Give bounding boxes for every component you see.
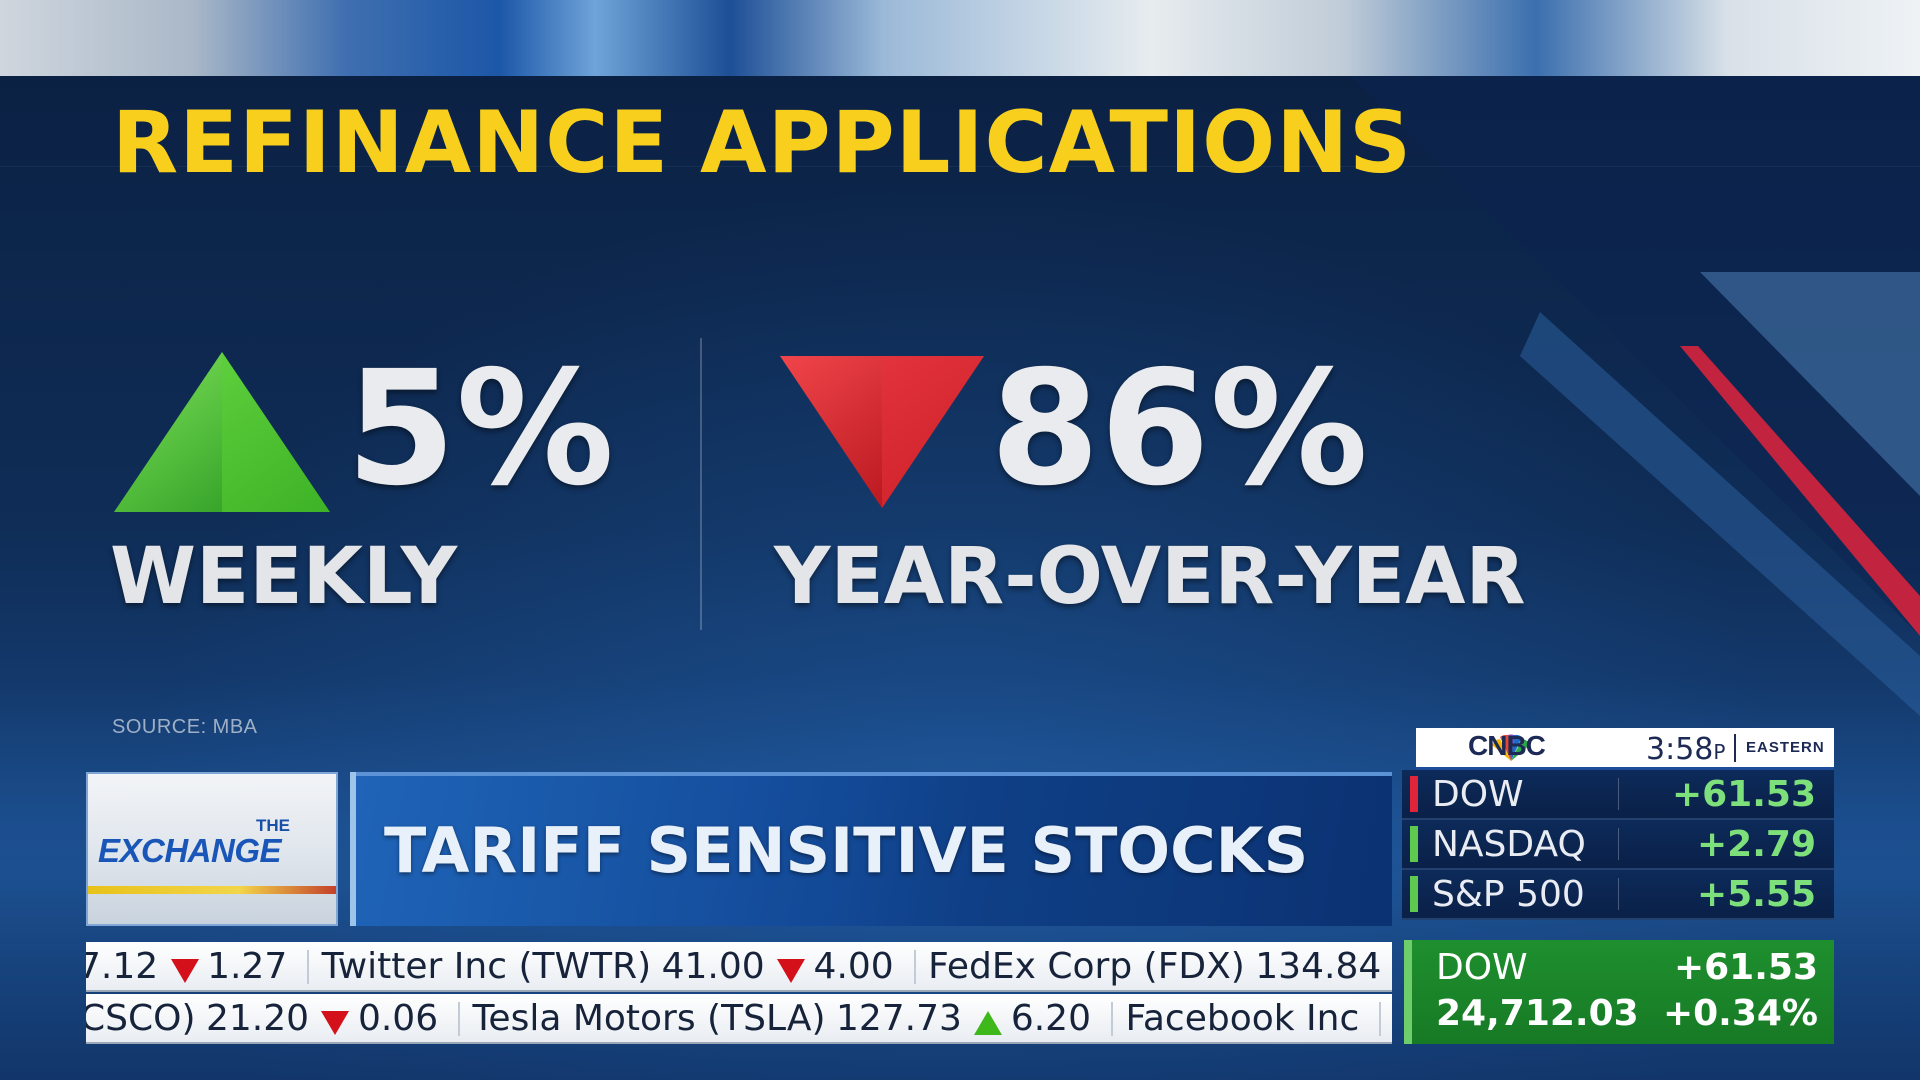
banner-headline: TARIFF SENSITIVE STOCKS <box>384 814 1309 887</box>
down-arrow-icon <box>780 356 984 508</box>
down-arrow-icon <box>321 1010 350 1035</box>
ticker-price: 127.73 <box>835 998 962 1039</box>
dow-summary-name: DOW <box>1436 947 1528 988</box>
ticker-price: 21.20 <box>205 998 310 1039</box>
ticker-change: 0.06 <box>357 998 439 1039</box>
index-marker <box>1410 876 1418 912</box>
show-logo-stripe <box>88 886 336 894</box>
yoy-label: YEAR-OVER-YEAR <box>774 532 1526 622</box>
peacock-icon <box>1492 734 1530 761</box>
studio-background <box>0 0 1920 80</box>
ticker-price: 134.84 <box>1255 946 1382 987</box>
index-marker <box>1410 826 1418 862</box>
ticker-name: FedEx Corp (FDX) <box>928 946 1245 987</box>
ticker-change: 1.27 <box>207 946 288 987</box>
ticker-name: Twitter Inc (TWTR) <box>321 946 652 987</box>
dow-summary-level: 24,712.03 <box>1436 993 1639 1034</box>
clock-timezone: EASTERN <box>1746 739 1825 756</box>
yoy-change-value: 86% <box>990 337 1369 521</box>
down-arrow-icon <box>170 958 199 983</box>
index-separator <box>1618 778 1619 810</box>
up-arrow-icon <box>974 1010 1003 1035</box>
weekly-label: WEEKLY <box>110 532 458 622</box>
ticker-track: 7.12 1.27 Twitter Inc (TWTR) 41.00 4.00 … <box>86 942 1392 990</box>
stat-divider <box>700 338 702 630</box>
clock-digits: 3:58 <box>1646 732 1714 767</box>
ticker-name: Tesla Motors (TSLA) <box>472 998 826 1039</box>
clock-suffix: P <box>1713 740 1726 764</box>
index-change: +2.79 <box>1697 824 1816 865</box>
ticker-track: CSCO) 21.20 0.06 Tesla Motors (TSLA) 127… <box>86 994 1389 1042</box>
source-note: SOURCE: MBA <box>112 716 258 738</box>
ticker-price: 7.12 <box>86 946 159 987</box>
index-marker <box>1410 776 1418 812</box>
ticker-change: 4.00 <box>813 946 894 987</box>
up-arrow-icon <box>114 352 330 512</box>
ticker-name: CSCO) <box>86 998 196 1039</box>
network-bug: CNBC 3:58P EASTERN <box>1416 728 1834 770</box>
index-row-nasdaq: NASDAQ +2.79 <box>1402 820 1834 870</box>
dow-summary-change-pct: +0.34% <box>1662 993 1818 1034</box>
ticker-change: 6.20 <box>1010 998 1091 1039</box>
ticker-item: Twitter Inc (TWTR) 41.00 4.00 <box>321 942 916 990</box>
stock-ticker-row-2: CSCO) 21.20 0.06 Tesla Motors (TSLA) 127… <box>86 994 1392 1044</box>
ticker-item: FedEx Corp (FDX) 134.84 <box>928 942 1392 990</box>
ticker-item: 7.12 1.27 <box>86 942 310 990</box>
graphic-title: REFINANCE APPLICATIONS <box>112 93 1413 193</box>
index-change: +5.55 <box>1697 874 1816 915</box>
show-logo-prefix: THE <box>256 816 290 835</box>
weekly-change-value: 5% <box>346 337 615 521</box>
down-arrow-icon <box>777 958 806 983</box>
index-row-dow: DOW +61.53 <box>1402 770 1834 820</box>
network-logo-text: CNBC <box>1468 730 1546 761</box>
headline-banner: TARIFF SENSITIVE STOCKS <box>350 772 1392 926</box>
index-separator <box>1618 828 1619 860</box>
board-decoration <box>0 76 1920 716</box>
index-name: S&P 500 <box>1432 874 1585 915</box>
dow-summary-change: +61.53 <box>1673 947 1818 988</box>
clock-time: 3:58P <box>1646 732 1725 767</box>
ticker-name: Facebook Inc <box>1125 998 1360 1039</box>
show-logo-name: EXCHANGE <box>98 832 282 869</box>
stock-ticker-row-1: 7.12 1.27 Twitter Inc (TWTR) 41.00 4.00 … <box>86 942 1392 992</box>
ticker-item: Tesla Motors (TSLA) 127.73 6.20 <box>472 994 1114 1042</box>
index-row-sp500: S&P 500 +5.55 <box>1402 870 1834 920</box>
index-name: NASDAQ <box>1432 824 1586 865</box>
show-logo: THE EXCHANGE <box>86 772 338 926</box>
ticker-item: CSCO) 21.20 0.06 <box>86 994 461 1042</box>
index-name: DOW <box>1432 774 1524 815</box>
index-change: +61.53 <box>1671 774 1816 815</box>
ticker-price: 41.00 <box>661 946 765 987</box>
dow-summary: DOW 24,712.03 +61.53 +0.34% <box>1404 940 1834 1044</box>
index-separator <box>1618 878 1619 910</box>
ticker-item: Facebook Inc <box>1125 994 1382 1042</box>
clock-separator <box>1734 734 1736 762</box>
